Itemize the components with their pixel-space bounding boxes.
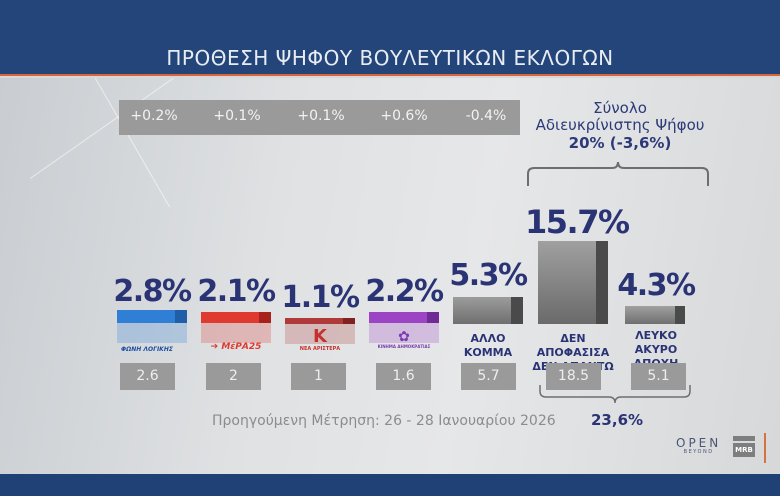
change-value: +0.1% [297,108,345,124]
bar-mera25 [201,312,271,343]
bar-value-label: 5.3% [449,258,528,293]
annotation-line: Σύνολο [593,99,647,117]
annotation-line: Αδιευκρίνιστης Ψήφου [535,116,705,134]
party-logo-mera25: ➔ ΜέΡΑ25 [210,342,262,352]
bar-value-label: 2.8% [113,274,192,309]
bar-lefko-akyro-apoxi [625,306,685,324]
change-value: +0.6% [380,108,428,124]
footer-banner [0,474,780,496]
change-strip [119,100,520,135]
brand-accent-bar [764,433,766,463]
bar-den-apofasisa [538,241,608,324]
header-banner: ΠΡΟΘΕΣΗ ΨΗΦΟΥ ΒΟΥΛΕΥΤΙΚΩΝ ΕΚΛΟΓΩΝ [0,0,780,76]
change-value: -0.4% [465,108,507,124]
bar-allo-komma [453,297,523,324]
party-logo-foni-logikis: ΦΩΝΗ ΛΟΓΙΚΗΣ [121,346,173,353]
previous-value: 5.1 [631,363,686,390]
party-logo-nea-aristera: K ΝΕΑ ΑΡΙΣΤΕΡΑ [299,326,341,353]
annotation-value: 20% (-3,6%) [568,134,672,152]
previous-undecided-total: 23,6% [591,411,644,429]
bar-value-label: 15.7% [525,203,630,241]
brace-bottom [539,385,691,404]
page-title: ΠΡΟΘΕΣΗ ΨΗΦΟΥ ΒΟΥΛΕΥΤΙΚΩΝ ΕΚΛΟΓΩΝ [166,46,614,70]
bar-value-label: 1.1% [281,280,360,315]
previous-measurement-caption: Προηγούμενη Μέτρηση: 26 - 28 Ιανουαρίου … [212,413,556,429]
brace-top [527,161,709,186]
previous-value: 5.7 [461,363,516,390]
open-beyond-logo: OPEN BEYOND [676,436,722,455]
previous-value: 2.6 [120,363,175,390]
category-label: ΛΕΥΚΟΑΚΥΡΟΑΠΟΧΗ [634,329,679,370]
previous-value: 18.5 [546,363,601,390]
chart-panel [0,78,780,476]
bar-value-label: 2.2% [365,274,444,309]
change-value: +0.1% [213,108,261,124]
bar-value-label: 2.1% [197,274,276,309]
bar-kinima-dimokratias [369,312,439,343]
bar-foni-logikis [117,310,187,343]
bar-nea-aristera [285,318,355,344]
bar-value-label: 4.3% [617,268,696,303]
previous-value: 2 [206,363,261,390]
decorative-line [89,78,170,208]
party-logo-kinima-dimokratias: ✿ ΚΙΝΗΜΑ ΔΗΜΟΚΡΑΤΙΑΣ [377,329,431,349]
previous-value: 1.6 [376,363,431,390]
previous-value: 1 [291,363,346,390]
undecided-total-annotation: Σύνολο Αδιευκρίνιστης Ψήφου 20% (-3,6%) [520,100,720,153]
change-value: +0.2% [130,108,178,124]
category-label: ΑΛΛΟ ΚΟΜΜΑ [463,332,513,359]
mrb-logo: MRB [733,436,755,458]
